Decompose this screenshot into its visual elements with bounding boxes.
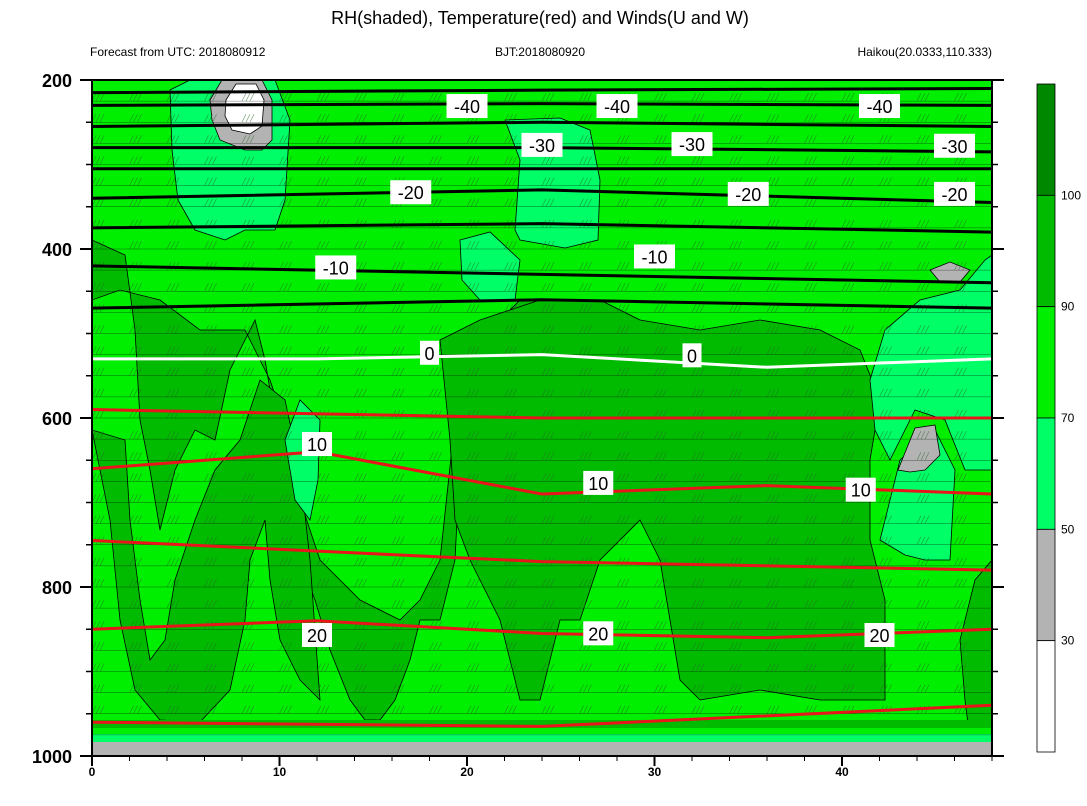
chart-subtitle-left: Forecast from UTC: 2018080912 [90, 45, 266, 59]
svg-text:-40: -40 [454, 97, 480, 117]
svg-text:20: 20 [588, 624, 608, 644]
temperature-contour-minus20 [92, 188, 992, 205]
rh-surface-band-1 [92, 720, 992, 728]
contour-label: 20 [864, 623, 895, 648]
contour-label: -30 [521, 132, 563, 157]
colorbar-label: 70 [1061, 411, 1075, 425]
colorbar-segment [1036, 640, 1056, 753]
temperature-contour-unlabeled [92, 86, 992, 95]
colorbar-segment [1036, 306, 1056, 419]
contour-label: -10 [315, 255, 357, 280]
chart-title: RH(shaded), Temperature(red) and Winds(U… [331, 8, 749, 28]
contour-label: 0 [682, 343, 702, 368]
contour-label: 20 [583, 621, 614, 646]
contour-label: 10 [583, 470, 614, 495]
svg-text:-20: -20 [735, 185, 761, 205]
svg-text:0: 0 [687, 346, 697, 366]
x-tick-label: 40 [835, 765, 849, 779]
temperature-contour-unlabeled [92, 539, 992, 572]
plot-area [92, 80, 992, 756]
x-tick-label: 0 [89, 765, 96, 779]
contour-label: 0 [420, 340, 439, 365]
temperature-contour-minus40 [92, 102, 992, 107]
colorbar-label: 100 [1061, 188, 1081, 202]
svg-text:20: 20 [869, 626, 889, 646]
contour-label: 10 [302, 432, 332, 457]
svg-text:-20: -20 [941, 185, 967, 205]
svg-text:-30: -30 [941, 137, 967, 157]
svg-text:-30: -30 [529, 136, 555, 156]
y-tick-label: 600 [42, 409, 72, 429]
temperature-contour-20 [92, 619, 992, 640]
rh-surface-band-4 [92, 742, 992, 756]
svg-text:-30: -30 [679, 135, 705, 155]
contour-label: -40 [859, 94, 900, 119]
contour-labels: -40 -40 -40 -30 -30 -30 -20 -20 -20 -10 -10 0 0 10 10 1… [302, 94, 975, 648]
temperature-contours [92, 86, 992, 728]
x-tick-label: 20 [460, 765, 474, 779]
colorbar-segment [1036, 194, 1056, 308]
colorbar-label: 90 [1061, 300, 1075, 314]
colorbar-segment [1036, 83, 1056, 196]
contour-label: -20 [727, 181, 769, 206]
contour-label: 20 [302, 623, 332, 648]
y-tick-label: 800 [42, 578, 72, 598]
y-tick-label: 400 [42, 240, 72, 260]
contour-label: -40 [596, 94, 638, 119]
temperature-contour-minus10 [92, 264, 992, 285]
svg-text:-10: -10 [641, 247, 667, 267]
svg-text:10: 10 [307, 435, 327, 455]
contour-label: -30 [671, 132, 713, 157]
colorbar-segment [1036, 417, 1056, 530]
svg-text:-40: -40 [604, 97, 630, 117]
temperature-contour-unlabeled [92, 222, 992, 234]
contour-label: 10 [845, 477, 876, 502]
rh-surface-band-3 [92, 734, 992, 742]
contour-label: -10 [634, 244, 675, 269]
temperature-contour-unlabeled [92, 703, 992, 728]
colorbar-label: 50 [1061, 522, 1075, 536]
x-tick-label: 30 [648, 765, 662, 779]
svg-text:-20: -20 [398, 183, 424, 203]
chart-subtitle-center: BJT:2018080920 [495, 45, 585, 59]
temperature-contour-unlabeled [92, 120, 992, 128]
temperature-contour-0 [92, 353, 992, 369]
svg-text:0: 0 [424, 344, 434, 364]
temperature-contour-unlabeled [92, 298, 992, 310]
svg-text:-40: -40 [866, 97, 892, 117]
colorbar-segment [1036, 528, 1056, 642]
rh-surface-band-2 [92, 728, 992, 734]
contour-label: -20 [934, 181, 975, 206]
colorbar-label: 30 [1061, 634, 1075, 648]
rh-region-high-right-edge [959, 559, 992, 741]
y-tick-label: 200 [42, 71, 72, 91]
contour-label: -30 [934, 133, 975, 158]
y-tick-label: 1000 [32, 747, 72, 767]
svg-text:-10: -10 [323, 258, 349, 278]
svg-text:20: 20 [307, 626, 327, 646]
svg-text:10: 10 [851, 481, 871, 501]
chart-subtitle-right: Haikou(20.0333,110.333) [857, 45, 992, 59]
temperature-contour-unlabeled [92, 408, 992, 420]
contour-label: -40 [446, 94, 488, 119]
x-tick-label: 10 [273, 765, 287, 779]
contour-label: -20 [390, 180, 432, 205]
rh-region-high-mid [439, 299, 886, 701]
svg-text:10: 10 [588, 474, 608, 494]
temperature-contour-10 [92, 450, 992, 496]
colorbar: 100 90 70 50 30 [1036, 83, 1081, 753]
